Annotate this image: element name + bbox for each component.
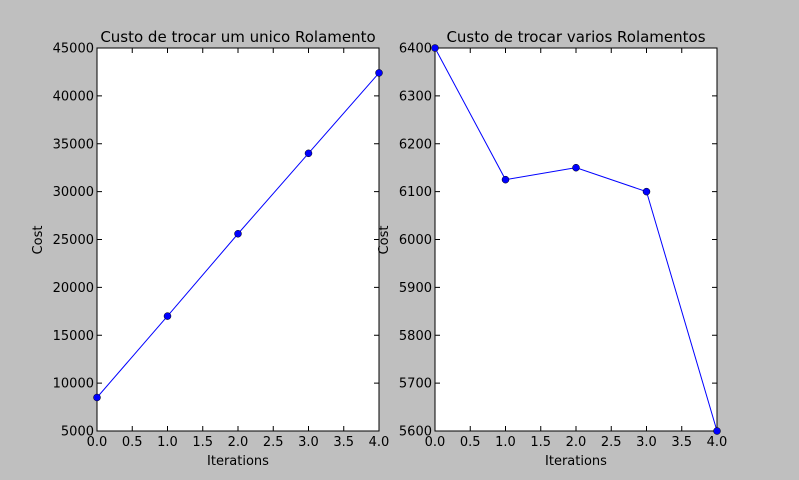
- y-tick-label-left: 45000: [53, 42, 94, 57]
- x-tick-label-right: 1.5: [530, 435, 551, 450]
- x-tick-label-right: 2.5: [601, 435, 622, 450]
- x-tick-label-right: 1.0: [495, 435, 516, 450]
- series-left: [93, 69, 383, 402]
- y-tick-label-right: 6100: [399, 185, 432, 200]
- y-tick-label-right: 5700: [399, 377, 432, 392]
- ticks-left: 0.0 0.5 1.0 1.5 2.0 2.5 3.0 3.5 4.0 5000 10000 1500…: [53, 42, 390, 451]
- y-tick-label-right: 6000: [399, 233, 432, 248]
- x-tick-label-right: 3.5: [671, 435, 692, 450]
- y-tick-label-left: 5000: [61, 425, 94, 440]
- data-point-left: [304, 149, 313, 158]
- y-tick-label-left: 25000: [53, 233, 94, 248]
- subplot-left: Custo de trocar um unico Rolamento Itera…: [31, 28, 389, 469]
- series-right: [431, 44, 721, 435]
- data-point-left: [163, 312, 172, 320]
- y-tick-label-left: 40000: [53, 89, 94, 104]
- y-tick-label-left: 20000: [53, 281, 94, 296]
- data-point-left: [93, 393, 101, 402]
- data-point-right: [642, 187, 651, 196]
- subplot-right: Custo de trocar varios Rolamentos Iterat…: [377, 28, 727, 469]
- data-point-left: [375, 69, 383, 77]
- x-tick-label-left: 1.5: [192, 435, 213, 450]
- y-axis-label-left: Cost: [31, 226, 46, 255]
- x-tick-label-left: 3.0: [298, 435, 319, 450]
- y-tick-label-right: 5800: [399, 329, 432, 344]
- chart-title-left: Custo de trocar um unico Rolamento: [100, 28, 375, 46]
- x-axis-label-left: Iterations: [207, 454, 269, 469]
- data-point-right: [501, 175, 510, 184]
- x-tick-label-left: 3.5: [333, 435, 354, 450]
- x-tick-label-left: 0.5: [122, 435, 143, 450]
- y-tick-label-right: 6200: [399, 137, 432, 152]
- x-tick-label-right: 0.5: [460, 435, 481, 450]
- plot-area-right: [434, 47, 718, 432]
- y-tick-label-left: 35000: [53, 137, 94, 152]
- x-tick-label-right: 0.0: [425, 435, 446, 450]
- x-tick-label-right: 3.0: [636, 435, 657, 450]
- data-point-right: [572, 163, 580, 172]
- y-tick-label-right: 5900: [399, 281, 432, 296]
- y-tick-label-left: 15000: [53, 329, 94, 344]
- plot-area-left: [96, 47, 380, 432]
- x-tick-label-left: 2.5: [263, 435, 284, 450]
- y-tick-label-right: 6400: [399, 42, 432, 57]
- x-axis-label-right: Iterations: [545, 454, 607, 469]
- x-tick-label-left: 1.0: [157, 435, 178, 450]
- x-tick-label-right: 2.0: [566, 435, 587, 450]
- y-tick-label-right: 5600: [399, 425, 432, 440]
- y-tick-label-left: 10000: [53, 377, 94, 392]
- y-tick-label-left: 30000: [53, 185, 94, 200]
- data-point-right: [431, 44, 439, 52]
- ticks-right: 0.0 0.5 1.0 1.5 2.0 2.5 3.0 3.5 4.0 5600 5700 5800 5…: [399, 42, 727, 451]
- x-tick-label-left: 4.0: [369, 435, 390, 450]
- x-tick-label-left: 0.0: [87, 435, 108, 450]
- y-tick-label-right: 6300: [399, 89, 432, 104]
- y-axis-label-right: Cost: [377, 226, 392, 255]
- data-point-left: [234, 230, 242, 238]
- data-point-right: [713, 427, 721, 435]
- chart-title-right: Custo de trocar varios Rolamentos: [446, 28, 705, 46]
- x-tick-label-right: 4.0: [707, 435, 728, 450]
- x-tick-label-left: 2.0: [228, 435, 249, 450]
